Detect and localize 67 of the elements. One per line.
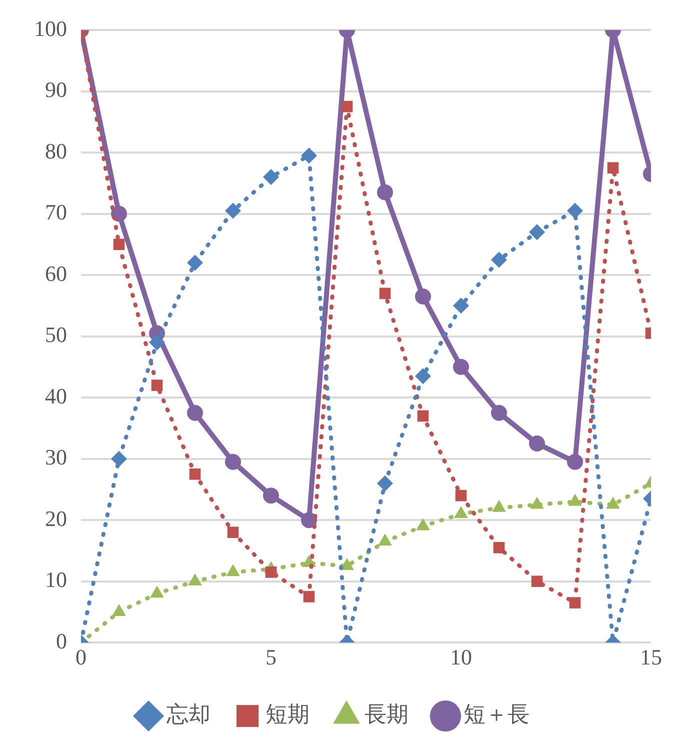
point <box>151 380 163 391</box>
legend-label: 短＋長 <box>464 702 530 728</box>
point <box>415 288 431 304</box>
point <box>531 576 543 587</box>
point <box>379 288 391 300</box>
y-tick-label: 60 <box>45 260 67 286</box>
point <box>493 542 505 554</box>
point <box>569 597 581 608</box>
point <box>567 454 583 470</box>
point <box>301 512 317 528</box>
y-tick-label: 10 <box>45 567 67 592</box>
point <box>263 488 279 504</box>
point <box>530 496 544 509</box>
x-tick-label: 5 <box>266 644 276 670</box>
point <box>227 526 239 538</box>
y-tick-label: 100 <box>34 16 67 41</box>
y-tick-label: 70 <box>45 200 67 225</box>
point <box>225 454 241 470</box>
point <box>606 496 620 509</box>
point <box>188 573 202 586</box>
point <box>377 475 393 492</box>
point <box>149 334 165 350</box>
point <box>567 202 583 219</box>
point <box>187 404 203 421</box>
legend-label: 忘却 <box>166 702 210 728</box>
legend-label: 短期 <box>266 702 310 728</box>
x-tick-label: 15 <box>640 644 662 670</box>
point <box>303 591 315 602</box>
point <box>340 558 354 570</box>
point <box>454 506 468 518</box>
point <box>417 410 429 422</box>
point <box>189 468 201 480</box>
y-tick-label: 30 <box>45 444 67 470</box>
point <box>263 169 279 186</box>
point <box>112 604 126 616</box>
y-tick-label: 0 <box>56 628 67 654</box>
point <box>607 162 619 174</box>
point <box>150 586 164 598</box>
point <box>453 298 469 314</box>
point <box>341 100 353 112</box>
point <box>113 238 125 250</box>
point <box>301 148 317 164</box>
point <box>416 518 430 530</box>
point <box>377 184 393 200</box>
point <box>378 534 392 546</box>
point <box>226 564 240 576</box>
point <box>455 490 467 502</box>
point <box>491 252 507 268</box>
point <box>491 404 507 421</box>
y-tick-label: 80 <box>45 138 67 164</box>
y-tick-label: 90 <box>45 77 67 102</box>
x-tick-label: 10 <box>450 644 472 670</box>
y-tick-label: 40 <box>45 383 67 408</box>
y-tick-label: 50 <box>45 322 67 348</box>
y-tick-label: 20 <box>45 506 67 531</box>
legend-label: 長期 <box>364 702 408 728</box>
x-tick-label: 0 <box>76 644 86 670</box>
point <box>529 436 545 452</box>
point <box>492 500 506 512</box>
point <box>568 494 582 506</box>
point <box>187 254 203 271</box>
point <box>529 224 545 240</box>
point <box>225 202 241 219</box>
point <box>111 450 127 467</box>
point <box>415 368 431 384</box>
point <box>265 566 277 578</box>
point <box>453 358 469 375</box>
